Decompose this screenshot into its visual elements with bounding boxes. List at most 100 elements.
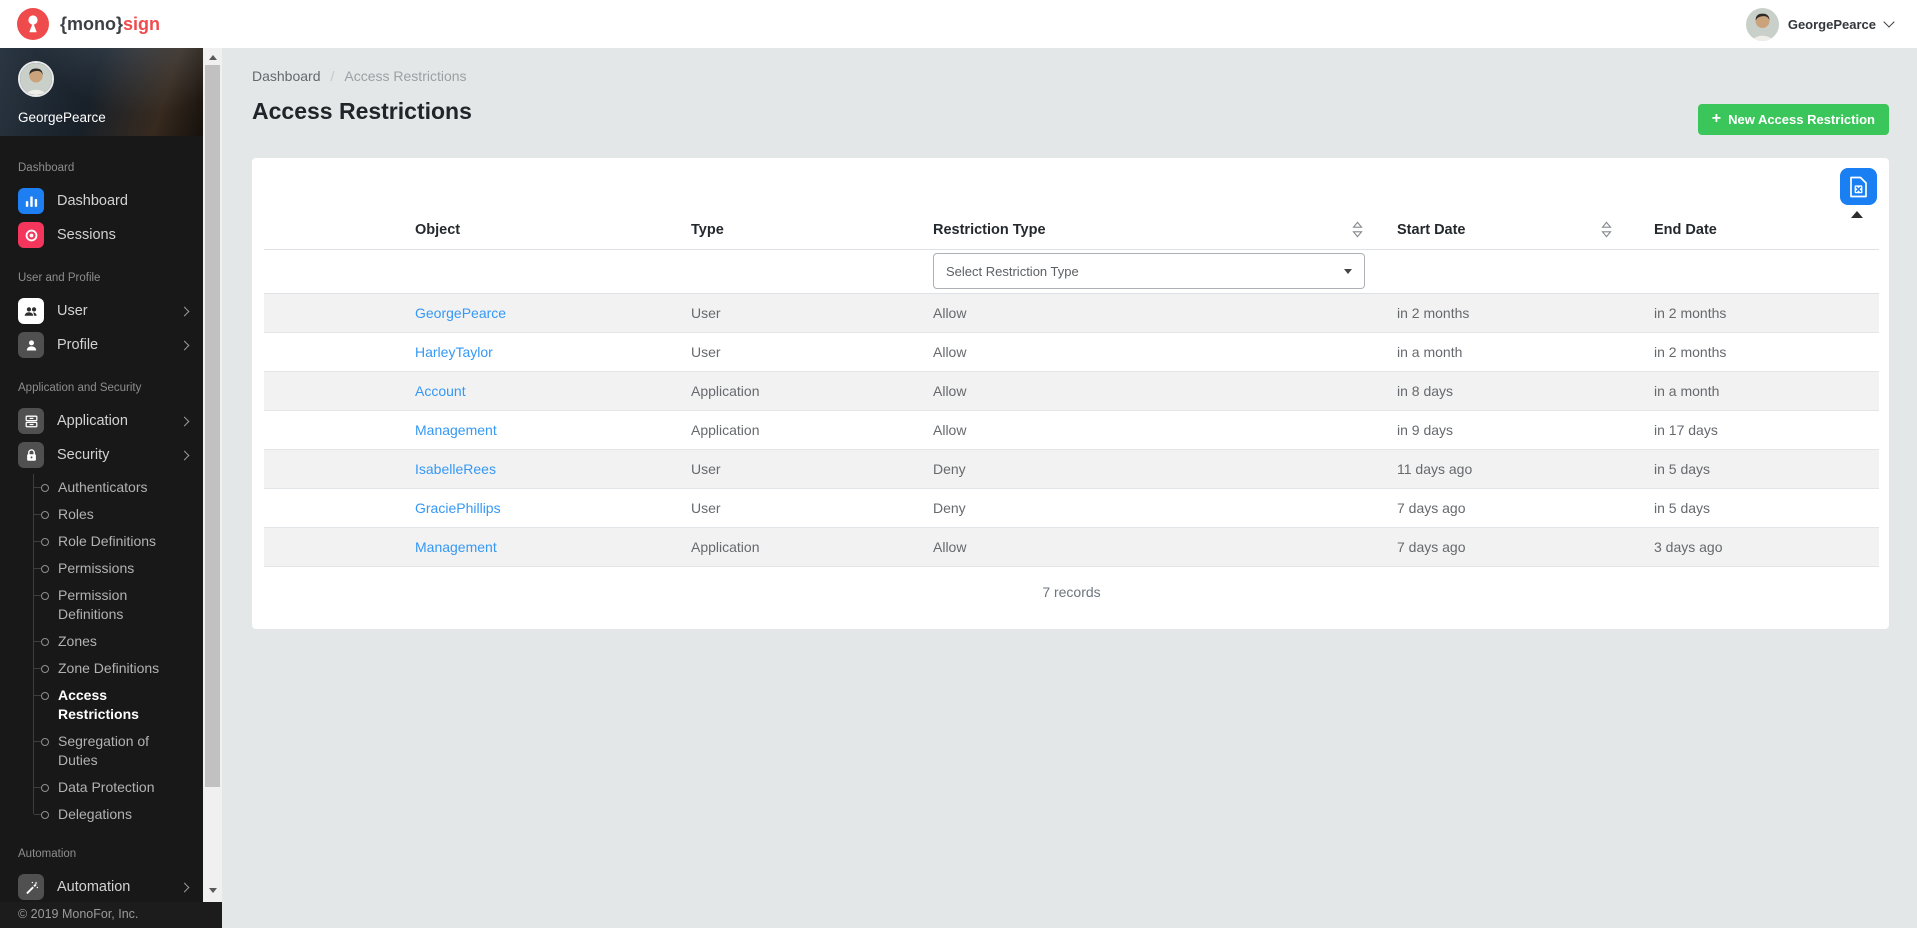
object-link[interactable]: IsabelleRees — [415, 460, 496, 477]
sidebar-section-label: User and Profile — [18, 272, 101, 284]
profile-name: GeorgePearce — [18, 110, 106, 125]
security-submenu: Authenticators Roles Role Definitions Permi… — [0, 474, 203, 828]
object-link[interactable]: Management — [415, 538, 497, 555]
sidebar-subitem-roles[interactable]: Roles — [0, 501, 203, 528]
table-row: Account Application Allow in 8 days in a mon… — [264, 371, 1879, 411]
cell-object: HarleyTaylor — [415, 332, 691, 372]
sidebar-subitem-segregation-of-duties[interactable]: Segregation of Duties — [0, 728, 203, 774]
users-icon — [18, 298, 44, 324]
cell-restriction-type: Allow — [933, 332, 1397, 372]
object-link[interactable]: Account — [415, 382, 466, 399]
sidebar-item-application[interactable]: Application — [0, 404, 203, 438]
sidebar-section: User and Profile User Profile — [0, 272, 203, 362]
sidebar-section-label: Application and Security — [18, 382, 142, 394]
sidebar-subitem-label: Access Restrictions — [58, 686, 190, 724]
object-link[interactable]: GeorgePearce — [415, 304, 507, 321]
cell-type: Application — [691, 371, 933, 411]
sidebar-subitem-zone-definitions[interactable]: Zone Definitions — [0, 655, 203, 682]
restriction-type-filter-select[interactable]: Select Restriction Type — [933, 253, 1365, 289]
column-restriction-type: Restriction Type — [933, 211, 1397, 250]
archive-icon — [18, 408, 44, 434]
user-avatar — [1745, 7, 1779, 41]
sidebar-subitem-zones[interactable]: Zones — [0, 628, 203, 655]
cell-end-date: 3 days ago — [1654, 527, 1879, 567]
cell-restriction-type: Allow — [933, 293, 1397, 333]
cell-start-date: in a month — [1397, 332, 1654, 372]
sidebar-subitem-label: Data Protection — [58, 779, 155, 795]
cell-object: IsabelleRees — [415, 449, 691, 489]
cell-type: User — [691, 449, 933, 489]
record-count: 7 records — [1042, 583, 1101, 600]
sidebar-subitem-role-definitions[interactable]: Role Definitions — [0, 528, 203, 555]
object-link[interactable]: GraciePhillips — [415, 499, 501, 516]
object-link[interactable]: Management — [415, 421, 497, 438]
table-filter-row: Select Restriction Type — [264, 249, 1879, 294]
table-header-row: Object Type Restriction Type Start Date — [264, 211, 1879, 250]
sidebar-item-profile[interactable]: Profile — [0, 328, 203, 362]
cell-restriction-type: Allow — [933, 371, 1397, 411]
object-link[interactable]: HarleyTaylor — [415, 343, 493, 360]
cell-actions — [264, 371, 415, 411]
column-type: Type — [691, 211, 933, 250]
sidebar-subitem-label: Delegations — [58, 806, 132, 822]
sidebar-item-sessions[interactable]: Sessions — [0, 218, 203, 252]
brand-logo[interactable]: {mono}sign — [16, 7, 160, 41]
cell-start-date: in 2 months — [1397, 293, 1654, 333]
cell-actions — [264, 449, 415, 489]
sidebar-subitem-authenticators[interactable]: Authenticators — [0, 474, 203, 501]
breadcrumb-separator: / — [330, 68, 335, 84]
profile-avatar — [18, 61, 54, 97]
cell-end-date: in 2 months — [1654, 293, 1879, 333]
sidebar-profile[interactable]: GeorgePearce — [0, 48, 203, 136]
cell-end-date: in 5 days — [1654, 449, 1879, 489]
cell-start-date: in 9 days — [1397, 410, 1654, 450]
export-excel-button[interactable] — [1840, 168, 1877, 205]
page-title: Access Restrictions — [252, 98, 472, 124]
sidebar-section-label: Dashboard — [18, 162, 75, 174]
sidebar-subitem-label: Segregation of Duties — [58, 732, 190, 770]
cell-start-date: in 8 days — [1397, 371, 1654, 411]
cell-object: Management — [415, 527, 691, 567]
cell-actions — [264, 293, 415, 333]
sidebar-subitem-access-restrictions[interactable]: Access Restrictions — [0, 682, 203, 728]
table-row: GraciePhillips User Deny 7 days ago in 5 day… — [264, 488, 1879, 528]
sidebar-scrollbar[interactable] — [203, 48, 222, 902]
sidebar-item-label: Dashboard — [57, 193, 128, 209]
scrollbar-thumb[interactable] — [205, 65, 220, 787]
new-access-restriction-button[interactable]: + New Access Restriction — [1697, 104, 1889, 135]
sort-icon[interactable] — [1352, 221, 1363, 242]
dashboard-chart-icon — [18, 188, 44, 214]
cell-object: GeorgePearce — [415, 293, 691, 333]
chevron-right-icon — [179, 306, 190, 316]
sidebar-subitem-permissions[interactable]: Permissions — [0, 555, 203, 582]
sidebar-subitem-label: Permissions — [58, 560, 135, 576]
access-restrictions-table: Object Type Restriction Type Start Date — [264, 211, 1879, 567]
cell-start-date: 7 days ago — [1397, 527, 1654, 567]
sort-icon[interactable] — [1601, 221, 1612, 242]
excel-export-icon — [1850, 176, 1867, 197]
sidebar-item-security[interactable]: Security — [0, 438, 203, 472]
sidebar-subitem-data-protection[interactable]: Data Protection — [0, 774, 203, 801]
column-end-date: End Date — [1654, 211, 1879, 250]
cell-restriction-type: Deny — [933, 449, 1397, 489]
wand-icon — [18, 874, 44, 900]
sidebar-item-automation[interactable]: Automation — [0, 870, 203, 902]
scrollbar-up-arrow[interactable] — [203, 50, 222, 65]
sidebar-menu: Dashboard Dashboard Sessions User and Profi… — [0, 136, 203, 902]
scrollbar-down-arrow[interactable] — [203, 883, 222, 898]
breadcrumb-dashboard-link[interactable]: Dashboard — [252, 68, 321, 84]
cell-actions — [264, 527, 415, 567]
sidebar-subitem-delegations[interactable]: Delegations — [0, 801, 203, 828]
sidebar-subitem-permission-definitions[interactable]: Permission Definitions — [0, 582, 203, 628]
user-menu[interactable]: GeorgePearce — [1745, 7, 1895, 41]
cell-type: User — [691, 293, 933, 333]
column-start-date: Start Date — [1397, 211, 1654, 250]
sidebar-subitem-label: Roles — [58, 506, 94, 522]
sidebar-item-dashboard[interactable]: Dashboard — [0, 184, 203, 218]
cell-type: Application — [691, 410, 933, 450]
cell-object: Management — [415, 410, 691, 450]
sidebar-item-user[interactable]: User — [0, 294, 203, 328]
cell-object: Account — [415, 371, 691, 411]
cell-object: GraciePhillips — [415, 488, 691, 528]
sidebar-section-label: Automation — [18, 848, 77, 860]
